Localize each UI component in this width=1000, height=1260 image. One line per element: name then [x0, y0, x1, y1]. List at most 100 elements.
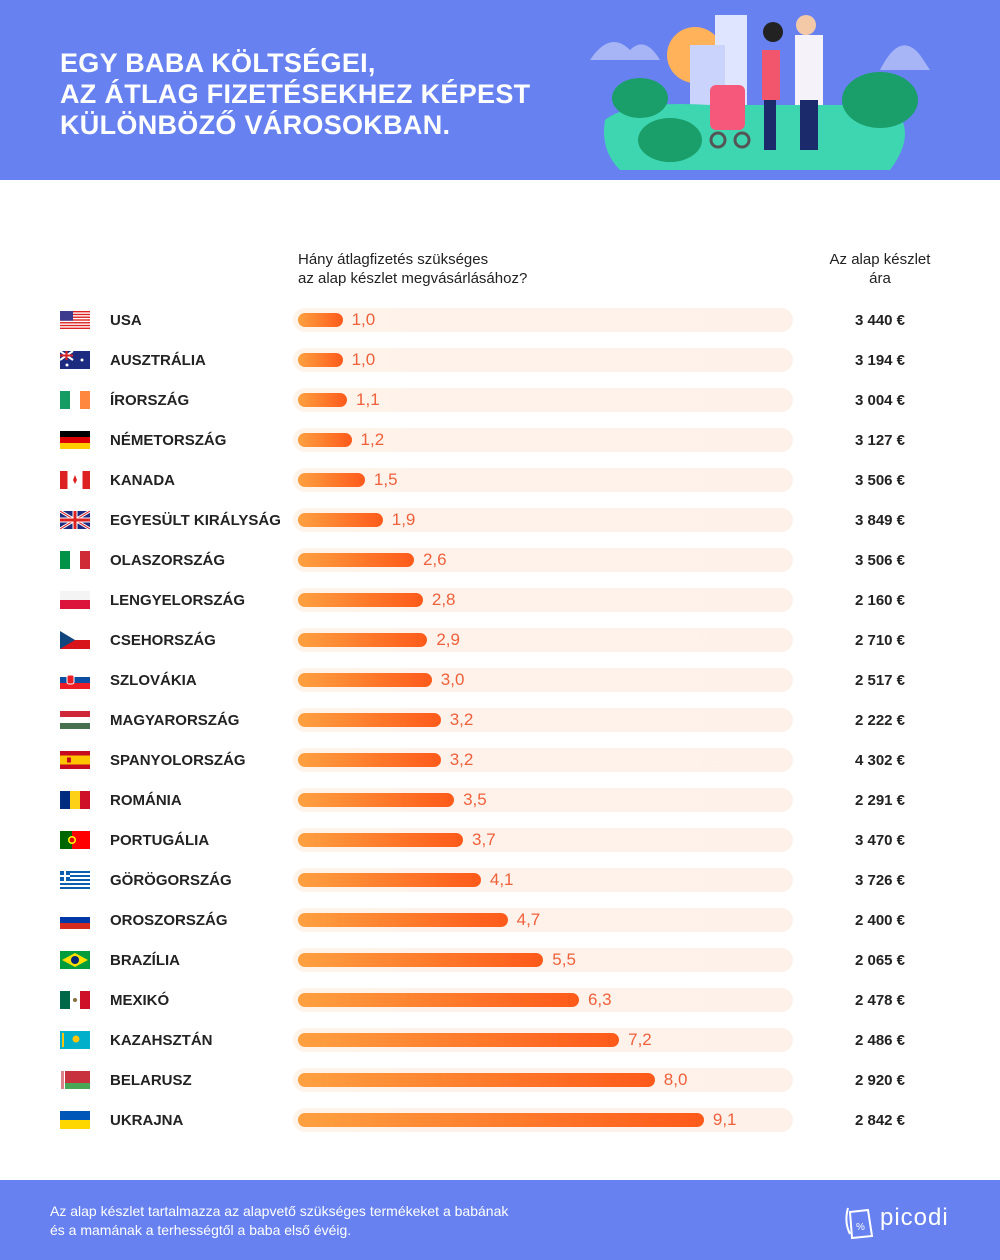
title-line: EGY BABA KÖLTSÉGEI, — [60, 48, 376, 78]
bar — [298, 513, 383, 527]
bar — [298, 993, 579, 1007]
flag-es-icon — [60, 751, 90, 769]
bar — [298, 833, 464, 847]
flag-pl-icon — [60, 591, 90, 609]
bar — [298, 673, 432, 687]
bar — [298, 433, 352, 447]
bar-track: 6,3 — [293, 988, 793, 1012]
price-label: 3 440 € — [854, 312, 906, 329]
bar-track: 3,7 — [293, 828, 793, 852]
bar — [298, 1073, 655, 1087]
bar-track: 1,9 — [293, 508, 793, 532]
chart-row: BRAZÍLIA 5,5 2 065 € — [0, 940, 1000, 980]
country-label: OLASZORSZÁG — [110, 552, 225, 569]
chart-row: OROSZORSZÁG 4,7 2 400 € — [0, 900, 1000, 940]
flag-cz-icon — [60, 631, 90, 649]
header-line: az alap készlet megvásárlásához? — [298, 270, 528, 287]
flag-gr-icon — [60, 871, 90, 889]
bar-track: 7,2 — [293, 1028, 793, 1052]
country-label: GÖRÖGORSZÁG — [110, 872, 232, 889]
bar-track: 3,5 — [293, 788, 793, 812]
footnote: Az alap készlet tartalmazza az alapvető … — [50, 1202, 508, 1240]
value-label: 3,7 — [472, 830, 496, 849]
svg-text:%: % — [856, 1222, 865, 1233]
chart-row: UKRAJNA 9,1 2 842 € — [0, 1100, 1000, 1140]
chart-row: OLASZORSZÁG 2,6 3 506 € — [0, 540, 1000, 580]
price-column-header: Az alap készlet ára — [800, 250, 960, 288]
value-label: 3,5 — [463, 790, 487, 809]
bar — [298, 393, 348, 407]
value-label: 2,9 — [436, 630, 460, 649]
bar — [298, 953, 544, 967]
picodi-logo: % picodi — [842, 1198, 972, 1242]
price-label: 4 302 € — [854, 752, 906, 769]
bar-track: 1,2 — [293, 428, 793, 452]
price-label: 3 506 € — [854, 472, 906, 489]
value-label: 2,8 — [431, 590, 456, 609]
country-label: OROSZORSZÁG — [110, 912, 228, 929]
value-label: 1,9 — [391, 510, 416, 529]
footer: Az alap készlet tartalmazza az alapvető … — [0, 1180, 1000, 1260]
chart-row: MEXIKÓ 6,3 2 478 € — [0, 980, 1000, 1020]
value-label: 5,5 — [552, 950, 576, 969]
country-label: SZLOVÁKIA — [110, 672, 197, 689]
chart-row: ROMÁNIA 3,5 2 291 € — [0, 780, 1000, 820]
country-label: MAGYARORSZÁG — [110, 712, 240, 729]
flag-it-icon — [60, 551, 90, 569]
flag-us-icon — [60, 311, 90, 329]
flag-pt-icon — [60, 831, 90, 849]
bar-track: 9,1 — [293, 1108, 793, 1132]
country-label: EGYESÜLT KIRÁLYSÁG — [110, 512, 281, 529]
price-label: 2 710 € — [854, 632, 906, 649]
value-label: 1,5 — [373, 470, 398, 489]
price-label: 3 194 € — [854, 352, 906, 369]
bar — [298, 473, 365, 487]
price-label: 3 470 € — [854, 832, 906, 849]
value-label: 2,6 — [422, 550, 447, 569]
bar-track: 2,9 — [293, 628, 793, 652]
chart-row: LENGYELORSZÁG 2,8 2 160 € — [0, 580, 1000, 620]
chart-row: SPANYOLORSZÁG 3,2 4 302 € — [0, 740, 1000, 780]
country-label: ROMÁNIA — [110, 792, 182, 809]
chart-row: PORTUGÁLIA 3,7 3 470 € — [0, 820, 1000, 860]
chart-row: ÍRORSZÁG 1,1 3 004 € — [0, 380, 1000, 420]
chart-row: GÖRÖGORSZÁG 4,1 3 726 € — [0, 860, 1000, 900]
flag-kz-icon — [60, 1031, 90, 1049]
price-label: 2 842 € — [854, 1112, 906, 1129]
flag-ua-icon — [60, 1111, 90, 1129]
chart-row: BELARUSZ 8,0 2 920 € — [0, 1060, 1000, 1100]
price-label: 3 127 € — [854, 432, 906, 449]
bar — [298, 353, 343, 367]
country-label: KAZAHSZTÁN — [110, 1032, 213, 1049]
price-label: 2 478 € — [854, 992, 906, 1009]
flag-de-icon — [60, 431, 90, 449]
bar-track: 4,1 — [293, 868, 793, 892]
chart-row: USA 1,0 3 440 € — [0, 300, 1000, 340]
chart-row: SZLOVÁKIA 3,0 2 517 € — [0, 660, 1000, 700]
value-label: 1,1 — [356, 390, 380, 409]
value-label: 4,1 — [489, 870, 514, 889]
bar-track: 5,5 — [293, 948, 793, 972]
flag-br-icon — [60, 951, 90, 969]
price-label: 3 726 € — [854, 872, 906, 889]
country-label: NÉMETORSZÁG — [110, 432, 227, 449]
price-label: 2 486 € — [854, 1032, 906, 1049]
price-tag-icon: % — [845, 1207, 874, 1240]
value-label: 8,0 — [663, 1070, 688, 1089]
price-label: 2 517 € — [854, 672, 906, 689]
title-line: AZ ÁTLAG FIZETÉSEKHEZ KÉPEST — [60, 79, 531, 109]
chart-row: MAGYARORSZÁG 3,2 2 222 € — [0, 700, 1000, 740]
bar — [298, 753, 441, 767]
flag-mx-icon — [60, 991, 90, 1009]
value-label: 9,1 — [712, 1110, 737, 1129]
chart-row: AUSZTRÁLIA 1,0 3 194 € — [0, 340, 1000, 380]
flag-by-icon — [60, 1071, 90, 1089]
country-label: BELARUSZ — [110, 1072, 192, 1089]
bar-track: 4,7 — [293, 908, 793, 932]
ratio-column-header: Hány átlagfizetés szükséges az alap kész… — [298, 250, 527, 288]
bar — [298, 1113, 704, 1127]
bar — [298, 913, 508, 927]
value-label: 3,2 — [449, 750, 474, 769]
flag-ru-icon — [60, 911, 90, 929]
value-label: 4,7 — [516, 910, 541, 929]
